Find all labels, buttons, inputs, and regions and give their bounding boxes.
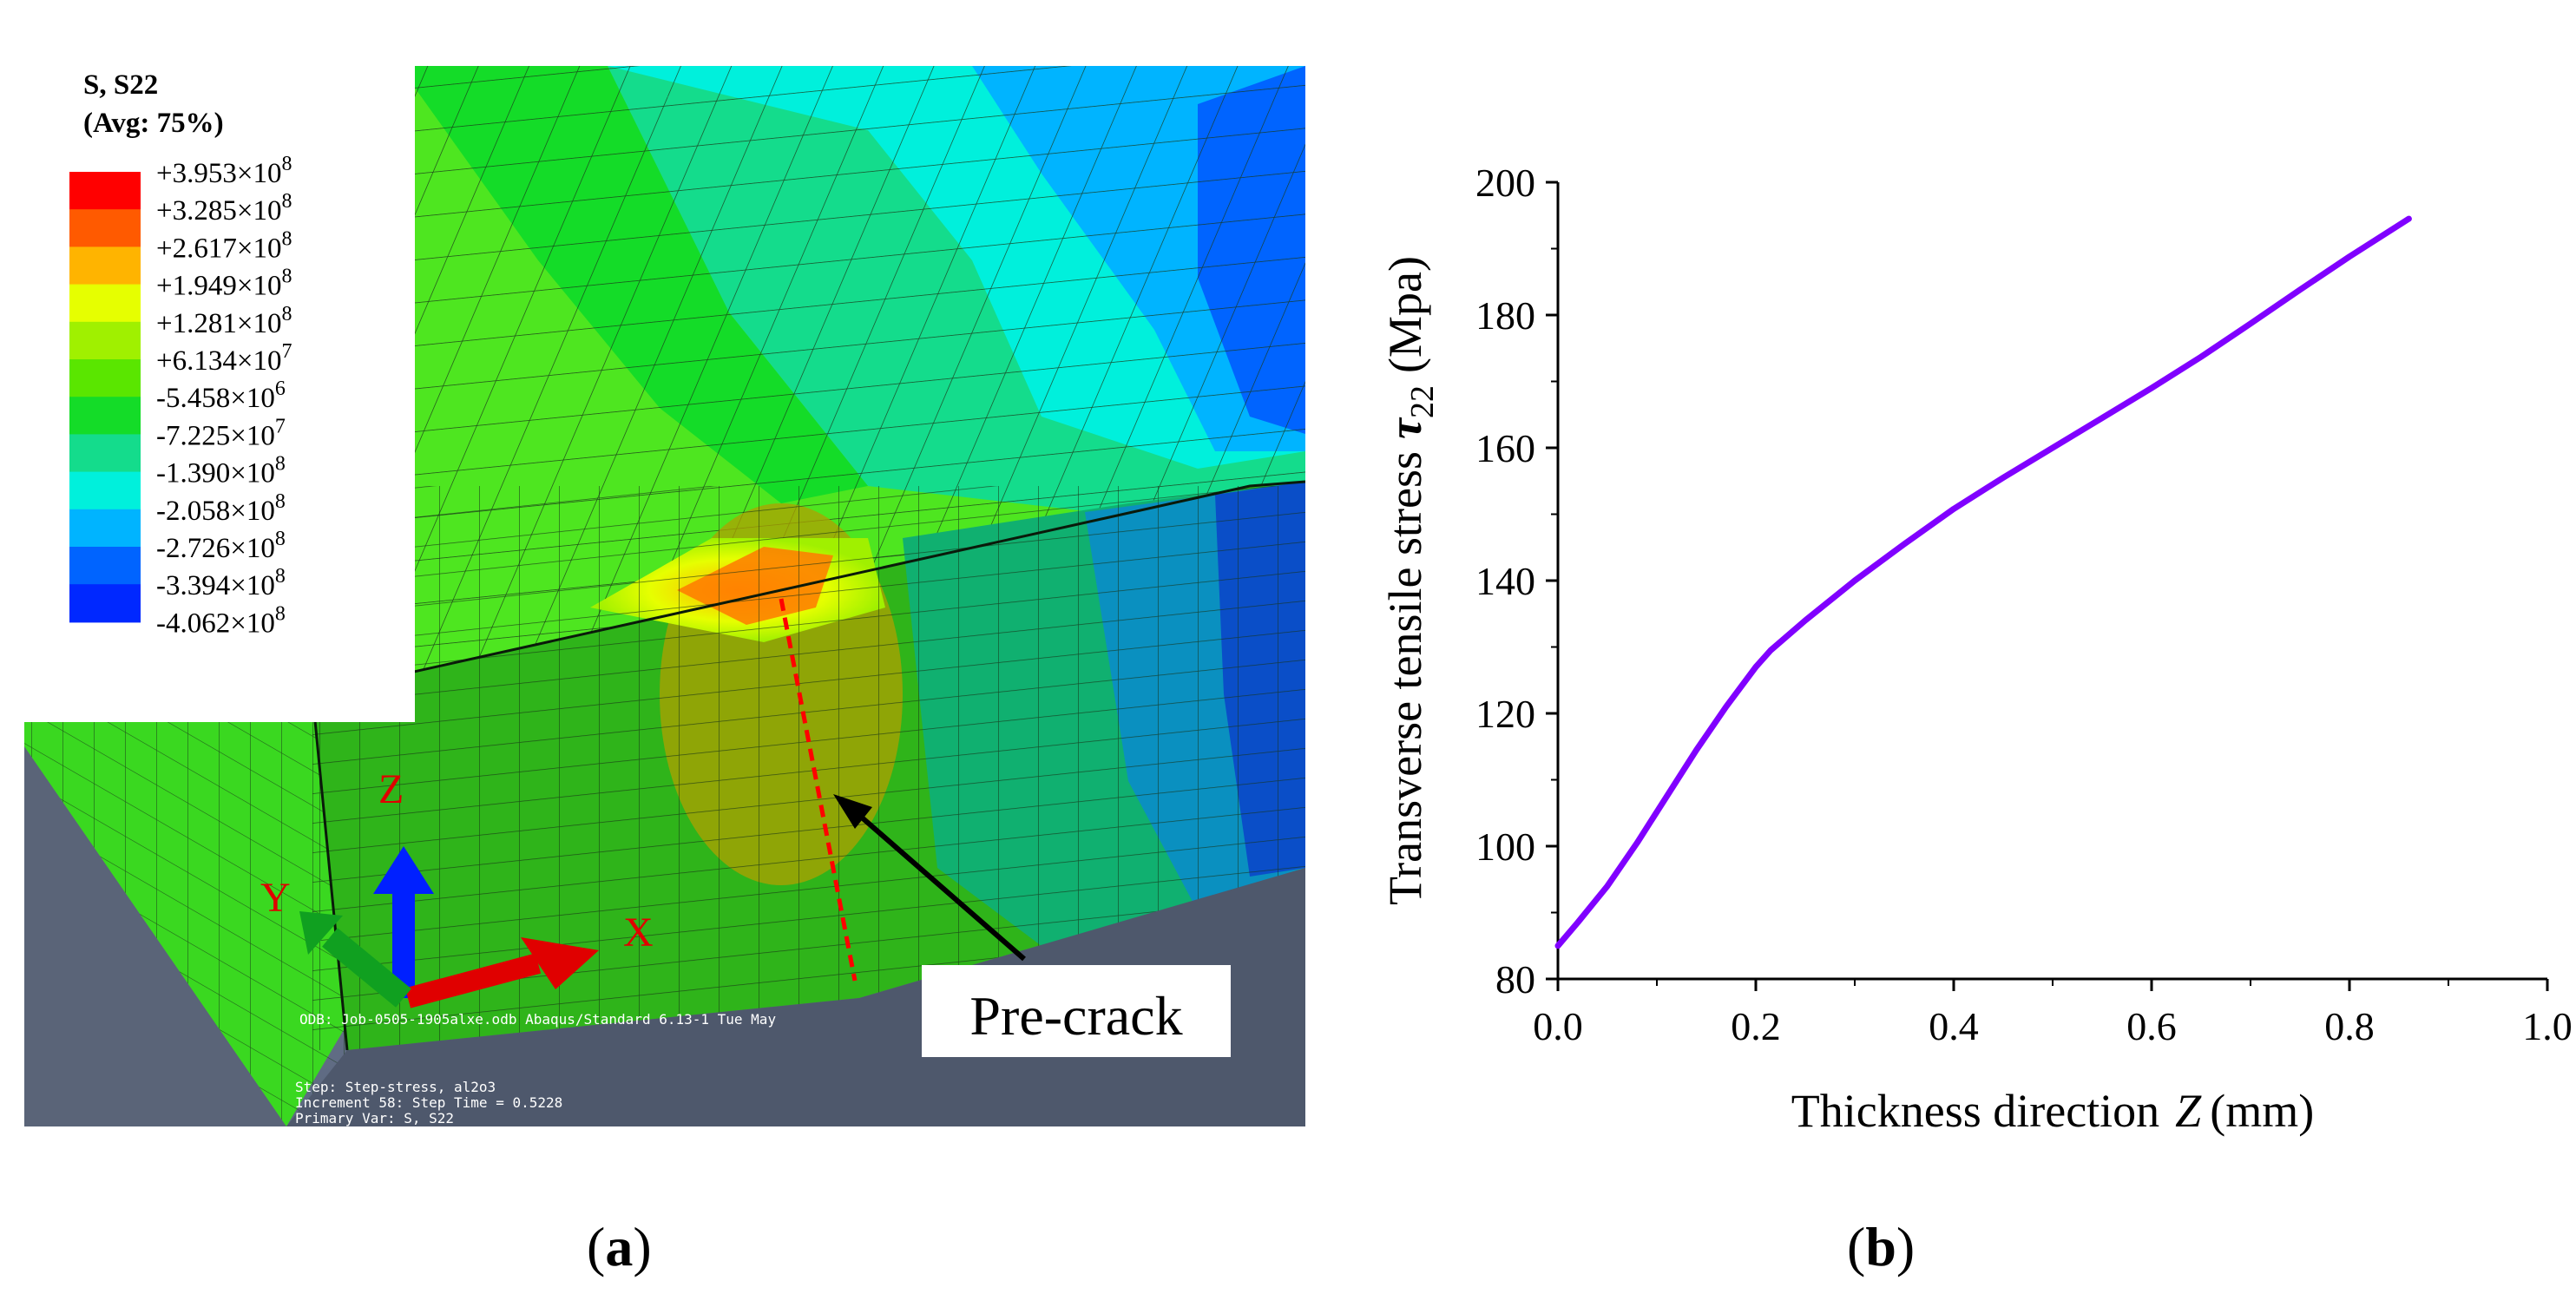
x-tick-label: 0.8 bbox=[2324, 1004, 2375, 1048]
chart-ticks: 0.0 0.2 0.4 0.6 0.8 1.0 80 100 120 140 160 180 200 bbox=[1475, 161, 2573, 1048]
data-point bbox=[2406, 216, 2411, 221]
legend-swatch bbox=[69, 209, 141, 248]
x-axis-label: Thickness direction Z (mm) bbox=[1791, 1085, 2314, 1137]
axis-z-label: Z bbox=[378, 766, 404, 812]
x-tick-label: 0.2 bbox=[1731, 1004, 1781, 1048]
data-point bbox=[1768, 647, 1773, 653]
legend-subtitle: (Avg: 75%) bbox=[83, 108, 224, 139]
legend-value: -3.394×108 bbox=[156, 565, 286, 601]
y-tick-label: 100 bbox=[1475, 824, 1535, 869]
y-axis-label: Transverse tensile stressτ22(Mpa) bbox=[1379, 256, 1441, 905]
legend-swatch bbox=[69, 246, 141, 286]
y-tick-label: 180 bbox=[1475, 293, 1535, 338]
legend-swatch bbox=[69, 584, 141, 623]
legend-swatch bbox=[69, 434, 141, 473]
legend-entries: +3.953×108+3.285×108+2.617×108+1.949×108… bbox=[69, 153, 292, 639]
legend-value: +1.949×108 bbox=[156, 266, 292, 302]
series-line-s22 bbox=[1554, 215, 2412, 949]
caption-a: (a) bbox=[587, 1216, 652, 1277]
pre-crack-label-box bbox=[922, 965, 1231, 1057]
panel-a-fe-contour: Z Y X ODB: Job-0505-1905alxe.odb Abaqus/… bbox=[0, 0, 1319, 1277]
data-point bbox=[1753, 664, 1758, 669]
legend-value: +1.281×108 bbox=[156, 303, 292, 339]
legend-value: +3.953×108 bbox=[156, 153, 292, 189]
legend-swatch bbox=[69, 172, 141, 211]
x-tick-label: 0.6 bbox=[2126, 1004, 2177, 1048]
axis-x-label: X bbox=[623, 910, 654, 956]
axis-y-label: Y bbox=[260, 875, 291, 921]
legend-swatch bbox=[69, 471, 141, 510]
legend-value: -7.225×107 bbox=[156, 415, 286, 451]
y-tick-label: 80 bbox=[1495, 957, 1535, 1002]
legend-title: S, S22 bbox=[83, 69, 158, 101]
legend-swatch bbox=[69, 397, 141, 436]
y-axis-arrow bbox=[322, 928, 411, 1008]
data-point bbox=[2347, 254, 2352, 259]
legend-value: -5.458×106 bbox=[156, 378, 286, 414]
data-point bbox=[2248, 321, 2253, 326]
primary-var-text: Primary Var: S, S22 bbox=[295, 1110, 454, 1126]
data-point bbox=[1951, 506, 1956, 511]
data-point bbox=[1902, 542, 1907, 547]
data-point bbox=[1664, 794, 1669, 799]
y-tick-label: 120 bbox=[1475, 692, 1535, 736]
data-point bbox=[1555, 943, 1561, 949]
legend-value: +3.285×108 bbox=[156, 190, 292, 227]
data-point bbox=[2297, 287, 2303, 292]
pre-crack-label: Pre-crack bbox=[969, 985, 1182, 1047]
coordinate-triad: Z Y X bbox=[260, 766, 654, 1008]
chart-axes bbox=[1554, 182, 2547, 982]
caption-b: (b) bbox=[1847, 1216, 1916, 1277]
legend-swatch bbox=[69, 359, 141, 398]
odb-info-text: ODB: Job-0505-1905alxe.odb Abaqus/Standa… bbox=[299, 1011, 776, 1028]
chart-series bbox=[1554, 215, 2412, 949]
data-point bbox=[1605, 883, 1610, 889]
y-tick-label: 200 bbox=[1475, 161, 1535, 205]
pre-crack-arrow bbox=[853, 809, 1026, 962]
data-point bbox=[2050, 445, 2055, 450]
data-point bbox=[1694, 747, 1699, 752]
y-tick-label: 160 bbox=[1475, 426, 1535, 470]
y-tick-label: 140 bbox=[1475, 559, 1535, 603]
data-point bbox=[1803, 618, 1808, 623]
legend-value: +2.617×108 bbox=[156, 227, 292, 264]
x-tick-label: 0.0 bbox=[1533, 1004, 1583, 1048]
fe-contour-image: Z Y X ODB: Job-0505-1905alxe.odb Abaqus/… bbox=[24, 52, 1305, 1126]
legend-swatch bbox=[69, 547, 141, 586]
increment-info-text: Increment 58: Step Time = 0.5228 bbox=[295, 1094, 562, 1111]
legend-swatch bbox=[69, 509, 141, 548]
data-point bbox=[2001, 475, 2006, 480]
data-point bbox=[1852, 578, 1857, 583]
data-point bbox=[1634, 840, 1640, 845]
legend-value: -2.726×108 bbox=[156, 528, 286, 564]
x-tick-label: 0.4 bbox=[1929, 1004, 1979, 1048]
legend-swatch bbox=[69, 284, 141, 323]
floor bbox=[286, 868, 1305, 1126]
legend-value: -4.062×108 bbox=[156, 602, 286, 639]
data-point bbox=[2149, 385, 2154, 391]
legend-value: -2.058×108 bbox=[156, 490, 286, 527]
step-info-text: Step: Step-stress, al2o3 bbox=[295, 1079, 496, 1095]
stress-chart: 0.0 0.2 0.4 0.6 0.8 1.0 80 100 120 140 160 180 200 T… bbox=[1379, 161, 2573, 1137]
x-tick-label: 1.0 bbox=[2522, 1004, 2573, 1048]
legend-swatch bbox=[69, 321, 141, 360]
data-point bbox=[1724, 704, 1729, 709]
x-axis-arrow bbox=[404, 953, 542, 1008]
legend-value: +6.134×107 bbox=[156, 340, 292, 377]
legend-value: -1.390×108 bbox=[156, 453, 286, 489]
data-point bbox=[2100, 416, 2105, 421]
data-point bbox=[2198, 354, 2204, 359]
pre-crack-line bbox=[779, 598, 858, 982]
data-point bbox=[1575, 920, 1580, 925]
panel-b-line-chart: 0.0 0.2 0.4 0.6 0.8 1.0 80 100 120 140 160 180 200 T… bbox=[1319, 0, 2576, 1277]
